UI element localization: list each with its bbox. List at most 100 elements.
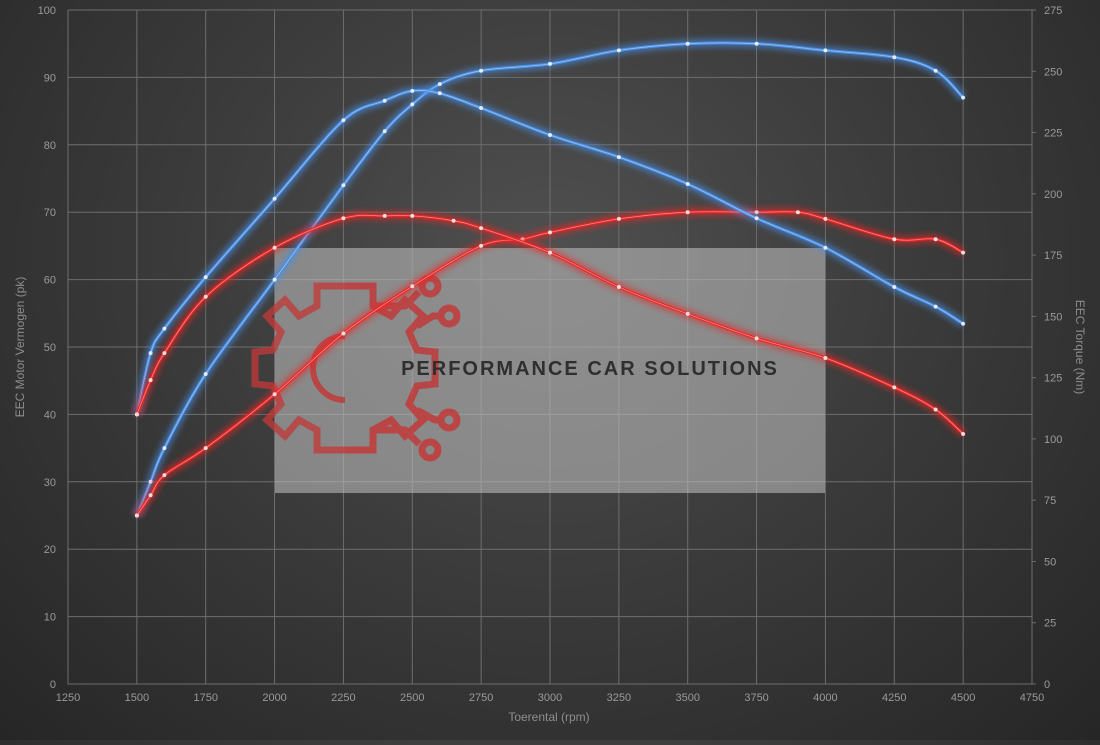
data-point bbox=[479, 68, 484, 73]
x-axis-title: Toerental (rpm) bbox=[508, 710, 589, 724]
data-point bbox=[933, 68, 938, 73]
data-point bbox=[795, 210, 800, 215]
data-point bbox=[341, 183, 346, 188]
data-point bbox=[272, 392, 277, 397]
data-point bbox=[548, 133, 552, 137]
data-point bbox=[892, 237, 897, 242]
data-point bbox=[823, 216, 828, 221]
data-point bbox=[203, 275, 208, 280]
data-point bbox=[203, 294, 208, 299]
y-right-tick-label: 250 bbox=[1044, 66, 1062, 78]
data-point bbox=[272, 245, 277, 250]
x-tick-label: 2000 bbox=[262, 692, 286, 704]
y-left-tick-label: 70 bbox=[44, 207, 56, 219]
data-point bbox=[823, 356, 828, 360]
data-point bbox=[203, 372, 208, 376]
data-point bbox=[823, 245, 828, 250]
series-layer bbox=[132, 38, 967, 519]
data-point bbox=[616, 48, 621, 53]
data-point bbox=[148, 378, 153, 383]
data-point bbox=[479, 226, 484, 231]
x-tick-label: 2250 bbox=[331, 692, 355, 704]
data-point bbox=[754, 336, 759, 341]
y-left-tick-label: 40 bbox=[44, 409, 56, 421]
y-axis-left-title: EEC Motor Vermogen (pk) bbox=[13, 277, 27, 418]
grid-layer bbox=[67, 9, 1036, 685]
data-point bbox=[410, 213, 415, 218]
ticks-layer: 1250 1500 1750 2000 2250 2500 2750 3000 3250 3500… bbox=[38, 5, 1063, 704]
data-point bbox=[685, 182, 690, 186]
data-point bbox=[961, 250, 966, 255]
watermark: PERFORMANCE CAR SOLUTIONS bbox=[251, 248, 825, 493]
data-point bbox=[162, 326, 167, 331]
data-point bbox=[823, 48, 828, 53]
data-point bbox=[148, 479, 153, 484]
y-right-tick-label: 200 bbox=[1044, 189, 1062, 201]
data-point bbox=[382, 213, 387, 218]
x-tick-label: 3250 bbox=[607, 692, 631, 704]
y-right-tick-label: 125 bbox=[1044, 373, 1062, 385]
x-tick-label: 3750 bbox=[744, 692, 768, 704]
data-point bbox=[148, 493, 153, 498]
data-point bbox=[961, 321, 966, 326]
data-point bbox=[616, 155, 621, 160]
data-point bbox=[479, 106, 484, 110]
data-point bbox=[272, 196, 277, 201]
data-point bbox=[451, 218, 456, 223]
y-left-tick-label: 0 bbox=[50, 679, 56, 691]
data-point bbox=[933, 407, 938, 412]
y-axis-right-title: EEC Torque (Nm) bbox=[1073, 300, 1087, 394]
y-right-tick-label: 0 bbox=[1044, 679, 1050, 691]
data-point bbox=[341, 216, 346, 221]
series-1-left bbox=[133, 207, 966, 519]
x-tick-label: 3500 bbox=[675, 692, 699, 704]
data-point bbox=[933, 237, 938, 242]
data-point bbox=[961, 432, 966, 436]
x-tick-label: 1750 bbox=[193, 692, 217, 704]
data-point bbox=[410, 88, 415, 93]
x-tick-label: 4250 bbox=[882, 692, 906, 704]
x-tick-label: 2750 bbox=[469, 692, 493, 704]
y-left-tick-label: 30 bbox=[44, 477, 56, 489]
y-right-tick-label: 175 bbox=[1044, 250, 1062, 262]
data-point bbox=[410, 102, 415, 107]
data-point bbox=[203, 446, 208, 451]
data-point bbox=[134, 412, 139, 417]
x-tick-label: 4500 bbox=[951, 692, 975, 704]
y-right-tick-label: 75 bbox=[1044, 495, 1056, 507]
y-left-tick-label: 10 bbox=[44, 612, 56, 624]
y-left-tick-label: 80 bbox=[44, 140, 56, 152]
data-point bbox=[548, 250, 552, 255]
y-right-tick-label: 25 bbox=[1044, 618, 1056, 630]
data-point bbox=[410, 284, 415, 289]
data-point bbox=[382, 129, 387, 134]
series-0-left bbox=[132, 38, 967, 518]
y-left-tick-label: 50 bbox=[44, 342, 56, 354]
data-point bbox=[685, 210, 690, 215]
x-tick-label: 2500 bbox=[400, 692, 424, 704]
data-point bbox=[382, 98, 387, 103]
y-right-tick-label: 150 bbox=[1044, 311, 1062, 323]
data-point bbox=[162, 351, 167, 356]
data-point bbox=[479, 243, 484, 248]
data-point bbox=[148, 351, 153, 356]
x-tick-label: 1250 bbox=[56, 692, 80, 704]
y-left-tick-label: 90 bbox=[44, 72, 56, 84]
data-point bbox=[616, 216, 621, 221]
data-point bbox=[685, 41, 690, 46]
data-point bbox=[548, 230, 552, 235]
y-left-tick-label: 60 bbox=[44, 275, 56, 287]
data-point bbox=[685, 311, 690, 316]
y-right-tick-label: 275 bbox=[1044, 5, 1062, 17]
y-right-tick-label: 100 bbox=[1044, 434, 1062, 446]
data-point bbox=[437, 91, 442, 96]
x-tick-label: 4750 bbox=[1020, 692, 1044, 704]
data-point bbox=[341, 118, 346, 123]
x-tick-label: 1500 bbox=[125, 692, 149, 704]
x-tick-label: 3000 bbox=[538, 692, 562, 704]
data-point bbox=[892, 55, 897, 60]
data-point bbox=[341, 331, 346, 336]
data-point bbox=[272, 277, 277, 282]
